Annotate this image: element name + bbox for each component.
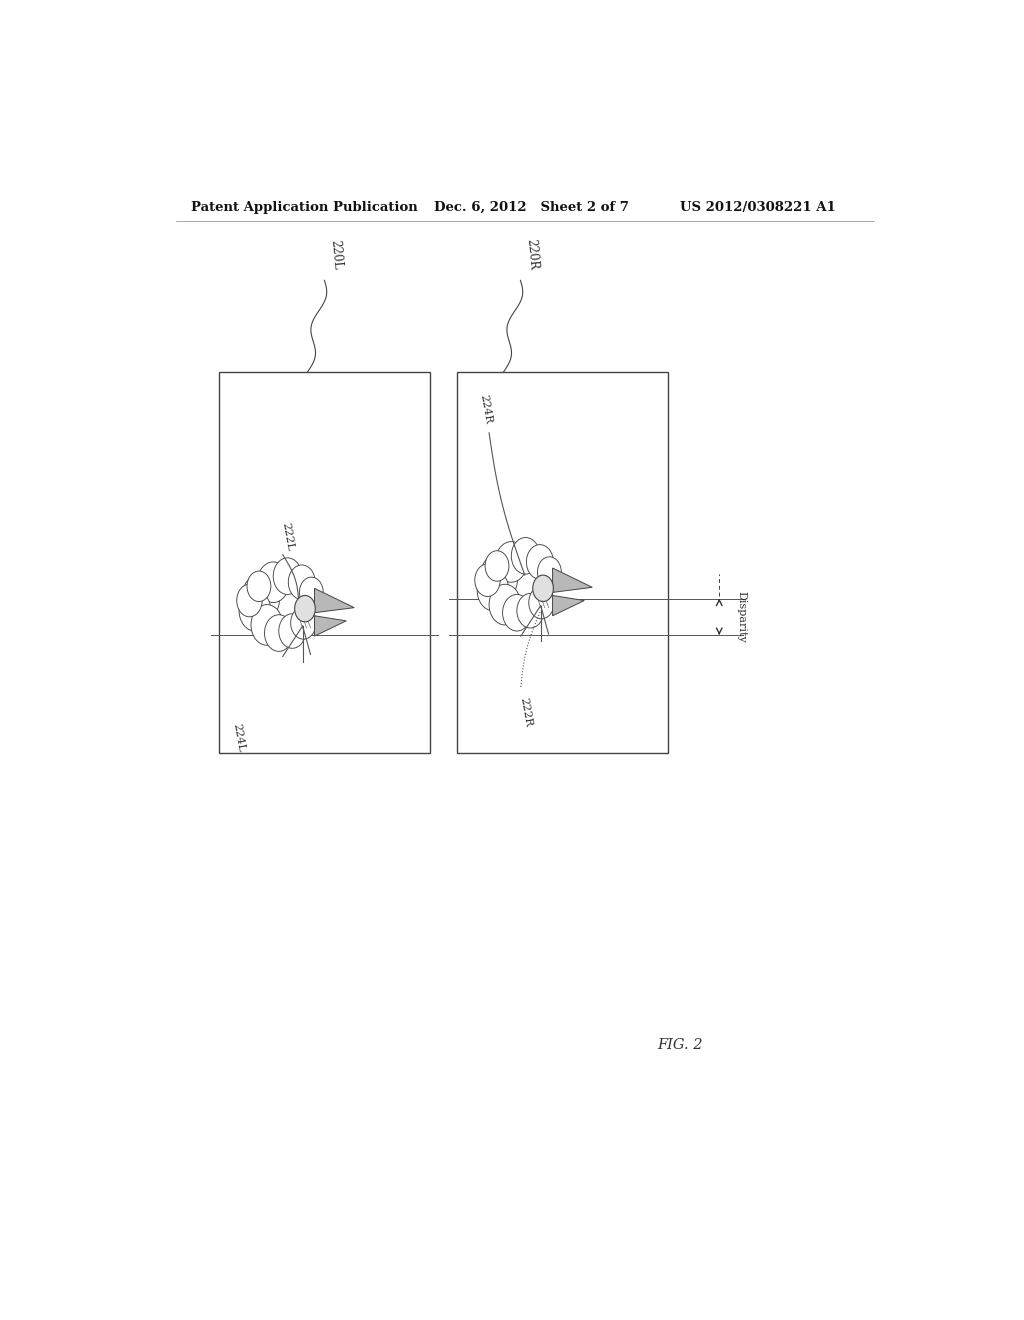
Polygon shape: [314, 589, 354, 612]
Text: FIG. 2: FIG. 2: [656, 1038, 702, 1052]
Circle shape: [503, 594, 531, 631]
Text: Patent Application Publication: Patent Application Publication: [191, 201, 418, 214]
Circle shape: [475, 564, 500, 597]
Circle shape: [273, 558, 302, 594]
Text: 222L: 222L: [281, 521, 295, 552]
Circle shape: [517, 594, 544, 628]
Circle shape: [289, 565, 315, 599]
Circle shape: [538, 557, 561, 587]
Text: 224L: 224L: [231, 722, 246, 752]
Bar: [458, 372, 668, 752]
Circle shape: [239, 590, 270, 631]
Circle shape: [251, 605, 283, 645]
Circle shape: [485, 550, 509, 581]
Text: 220R: 220R: [524, 238, 540, 271]
Circle shape: [291, 607, 316, 639]
Circle shape: [489, 585, 521, 624]
Bar: [219, 372, 430, 752]
Circle shape: [247, 572, 270, 602]
Circle shape: [532, 576, 553, 602]
Text: 220L: 220L: [329, 239, 344, 271]
Circle shape: [237, 585, 262, 616]
Circle shape: [299, 577, 324, 607]
Circle shape: [257, 562, 289, 602]
Circle shape: [496, 541, 527, 582]
Circle shape: [279, 614, 306, 648]
Text: 222R: 222R: [518, 697, 534, 729]
Text: 224R: 224R: [479, 393, 494, 425]
Circle shape: [479, 554, 518, 602]
Circle shape: [528, 586, 554, 619]
Polygon shape: [553, 568, 592, 593]
Circle shape: [242, 574, 280, 623]
Polygon shape: [553, 595, 585, 616]
Circle shape: [477, 570, 509, 611]
Circle shape: [264, 615, 293, 651]
Text: US 2012/0308221 A1: US 2012/0308221 A1: [680, 201, 836, 214]
Text: Disparity: Disparity: [736, 591, 746, 643]
Circle shape: [511, 537, 540, 574]
Circle shape: [526, 545, 553, 579]
Circle shape: [295, 595, 315, 622]
Polygon shape: [314, 615, 346, 636]
Text: Dec. 6, 2012   Sheet 2 of 7: Dec. 6, 2012 Sheet 2 of 7: [433, 201, 629, 214]
